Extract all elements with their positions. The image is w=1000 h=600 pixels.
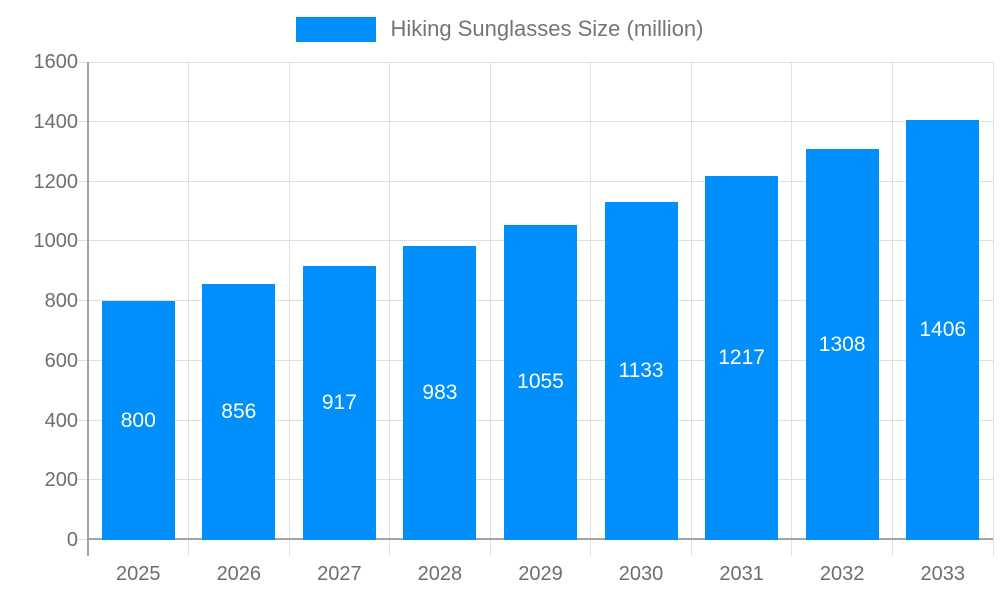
v-gridline (288, 62, 290, 556)
bar-value-label: 1217 (718, 346, 765, 370)
x-tick-label: 2026 (216, 563, 262, 585)
y-tick-label: 200 (44, 469, 78, 492)
y-tick-label: 1200 (33, 170, 79, 193)
bar-2029[interactable] (504, 224, 577, 540)
legend[interactable]: Hiking Sunglasses Size (million) (0, 16, 1000, 42)
y-tick-label: 0 (66, 529, 78, 551)
bar-value-label: 1308 (818, 332, 866, 356)
v-gridline (992, 62, 994, 556)
v-gridline (389, 62, 391, 556)
h-gridline (78, 62, 993, 63)
v-gridline (690, 62, 692, 556)
h-gridline (78, 180, 993, 182)
x-tick-label: 2027 (317, 563, 362, 585)
v-gridline (791, 62, 793, 556)
x-tick-label: 2030 (618, 563, 664, 585)
x-tick-label: 2028 (417, 563, 463, 585)
plot-area: 800 856 917 983 1055 1133 1217 1308 1406 (78, 62, 994, 556)
x-tick-label: 2033 (920, 563, 965, 585)
v-gridline (891, 62, 893, 556)
h-gridline (78, 120, 993, 122)
legend-label: Hiking Sunglasses Size (million) (390, 16, 704, 41)
bar-2026[interactable] (202, 284, 276, 540)
bar-value-label: 856 (221, 400, 257, 424)
bar-2027[interactable] (302, 266, 376, 540)
bar-2031[interactable] (705, 176, 779, 540)
x-tick-label: 2029 (518, 563, 563, 585)
bar-value-label: 1133 (618, 358, 664, 382)
x-tick-label: 2032 (819, 563, 865, 585)
bar-value-label: 1406 (919, 317, 967, 341)
v-gridline (188, 62, 190, 556)
x-axis-labels: 2025 2026 2027 2028 2029 2030 2031 2032 2033 (88, 561, 993, 591)
y-axis-line (87, 62, 89, 556)
y-axis-labels: 0 200 400 600 800 1000 1200 1400 1600 (0, 51, 79, 551)
y-tick-label: 600 (44, 349, 78, 372)
y-tick-label: 800 (44, 290, 78, 312)
bar-2028[interactable] (403, 246, 477, 540)
bar-value-label: 1055 (517, 370, 564, 394)
x-tick-label: 2025 (116, 563, 161, 585)
v-gridline (590, 62, 592, 556)
y-tick-label: 1600 (33, 51, 79, 73)
bar-2030[interactable] (604, 201, 678, 540)
bar-2025[interactable] (101, 301, 175, 540)
y-tick-label: 1000 (33, 230, 79, 253)
bar-value-label: 917 (321, 391, 357, 415)
y-tick-label: 400 (44, 409, 78, 432)
legend-swatch (296, 16, 377, 42)
y-tick-label: 1400 (33, 110, 79, 133)
x-tick-label: 2031 (719, 563, 764, 585)
v-gridline (489, 62, 491, 556)
bar-2033[interactable] (906, 119, 980, 540)
bar-value-label: 800 (120, 408, 156, 432)
bar-value-label: 983 (422, 381, 458, 405)
bar-2032[interactable] (805, 149, 879, 540)
